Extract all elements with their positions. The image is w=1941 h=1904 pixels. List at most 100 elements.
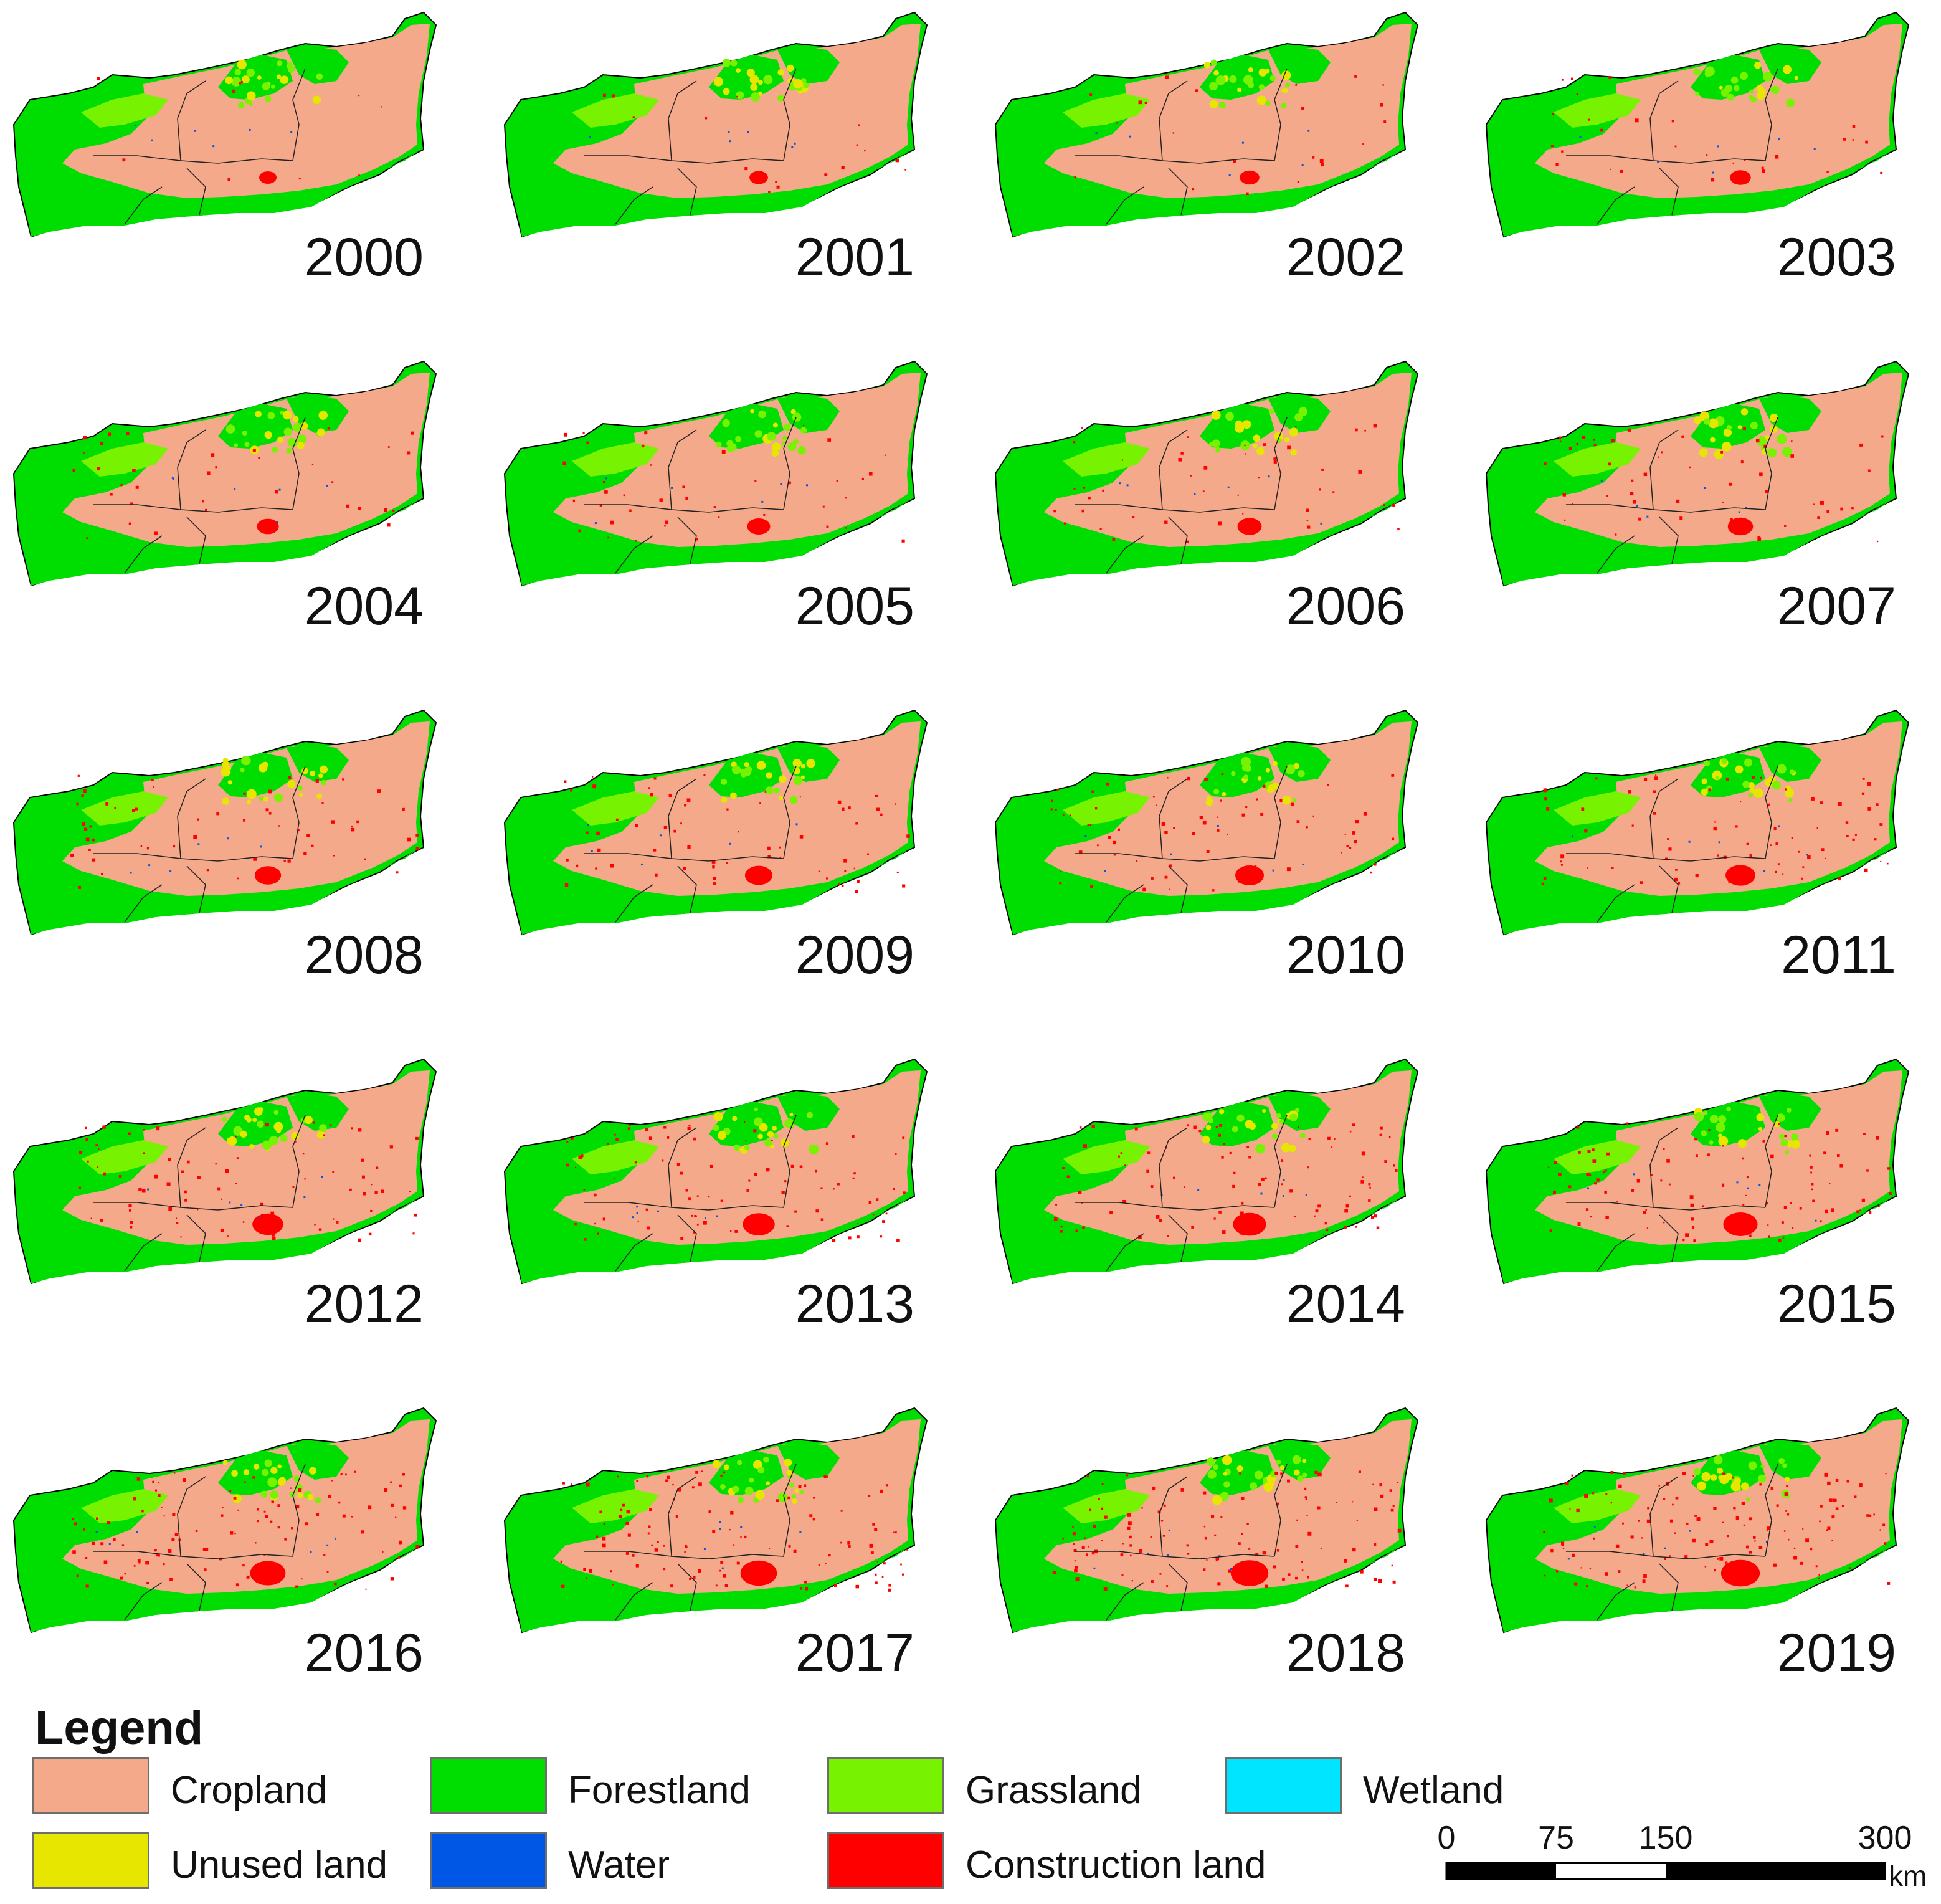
unused-land-patches	[1205, 756, 1305, 806]
water-patches	[703, 1521, 802, 1569]
grassland-region	[1063, 442, 1150, 477]
water-patches	[147, 1176, 323, 1218]
forestland-south	[25, 1196, 420, 1283]
year-label: 2016	[304, 1623, 424, 1683]
forestland-west	[997, 452, 1075, 511]
forestland-north	[218, 1442, 349, 1495]
forestland-south	[1497, 1545, 1893, 1632]
forestland-south	[516, 498, 911, 586]
forestland-south	[516, 847, 911, 935]
map-panel-2011: 2011	[1473, 698, 1941, 1040]
year-label: 2000	[304, 227, 424, 287]
scale-tick-150: 150	[1638, 1820, 1693, 1856]
forestland-south	[516, 150, 911, 237]
grassland-region	[572, 1489, 659, 1523]
year-label: 2015	[1777, 1274, 1896, 1334]
year-label: 2006	[1286, 576, 1405, 636]
legend-label: Wetland	[1363, 1769, 1504, 1812]
grassland-region	[1554, 442, 1641, 477]
forestland-south	[1007, 150, 1402, 237]
land-use-map-2016	[12, 1407, 437, 1634]
legend-swatch	[32, 1757, 149, 1814]
construction-land-patches	[1543, 1470, 1891, 1589]
unused-land-patches	[1701, 758, 1796, 803]
forestland-west	[506, 801, 584, 860]
year-label: 2018	[1286, 1623, 1405, 1683]
legend-item-wetland: Wetland	[1225, 1757, 1611, 1819]
forestland-south	[1497, 1196, 1893, 1283]
year-label: 2001	[795, 227, 914, 287]
land-use-map-2019	[1485, 1407, 1910, 1634]
land-use-map-2003	[1485, 11, 1910, 238]
county-borders	[584, 766, 797, 923]
map-panel-2006: 2006	[982, 349, 1468, 692]
forestland-west	[16, 801, 93, 860]
forestland-south	[25, 1545, 420, 1632]
map-panel-2005: 2005	[491, 349, 977, 692]
unused-land-patches	[1202, 1108, 1306, 1154]
grassland-region	[1063, 93, 1150, 128]
grassland-region	[81, 1140, 168, 1174]
year-label: 2002	[1286, 227, 1405, 287]
forestland-south	[25, 498, 420, 586]
county-borders	[1566, 68, 1778, 225]
unused-land-patches	[1693, 62, 1799, 108]
grassland-region	[1554, 1140, 1641, 1174]
forestland-north	[218, 47, 349, 100]
construction-land-patches	[1547, 1122, 1892, 1242]
map-panel-2012: 2012	[0, 1047, 486, 1389]
forestland-north	[1200, 745, 1331, 797]
forestland-west	[997, 103, 1075, 162]
construction-land-patches	[602, 93, 907, 193]
county-borders	[1075, 1464, 1288, 1621]
map-panel-2019: 2019	[1473, 1396, 1941, 1738]
forestland-west	[1488, 103, 1566, 162]
forestland-west	[997, 801, 1075, 860]
construction-land-patches	[1053, 424, 1400, 543]
legend-item-grassland: Grassland	[827, 1757, 1213, 1819]
land-use-map-2013	[503, 1058, 928, 1285]
map-panel-2017: 2017	[491, 1396, 977, 1738]
legend-label: Grassland	[966, 1769, 1142, 1812]
year-label: 2019	[1777, 1623, 1896, 1683]
map-panel-2014: 2014	[982, 1047, 1468, 1389]
forestland-north	[218, 1093, 349, 1146]
legend-swatch	[827, 1832, 944, 1889]
land-use-map-2002	[994, 11, 1419, 238]
water-patches	[1579, 136, 1816, 174]
county-borders	[1075, 766, 1288, 923]
grassland-region	[81, 1489, 168, 1523]
county-borders	[1566, 417, 1778, 574]
legend-swatch	[32, 1832, 149, 1889]
water-patches	[1567, 1525, 1768, 1560]
construction-land-patches	[1074, 75, 1387, 196]
forestland-south	[1007, 1545, 1402, 1632]
county-borders	[584, 1464, 797, 1621]
legend-label: Water	[568, 1844, 670, 1887]
map-panel-2007: 2007	[1473, 349, 1941, 692]
forestland-north	[709, 1093, 840, 1146]
water-patches	[171, 477, 328, 523]
county-borders	[1566, 766, 1778, 923]
construction-land-patches	[1541, 774, 1889, 886]
forestland-west	[1488, 801, 1566, 860]
construction-land-patches	[70, 774, 419, 889]
construction-land-patches	[72, 1470, 420, 1590]
county-borders	[93, 766, 306, 923]
land-use-map-2017	[503, 1407, 928, 1634]
construction-land-patches	[1053, 1123, 1398, 1239]
year-label: 2013	[795, 1274, 914, 1334]
legend-item-cropland: Cropland	[32, 1757, 419, 1819]
forestland-west	[1488, 1498, 1566, 1558]
water-patches	[1093, 1529, 1232, 1570]
county-borders	[1075, 68, 1288, 225]
land-use-map-2006	[994, 360, 1419, 587]
grassland-region	[81, 442, 168, 477]
forestland-south	[1007, 498, 1402, 586]
land-use-map-2008	[12, 709, 437, 936]
water-patches	[130, 837, 262, 874]
forestland-south	[1007, 1196, 1402, 1283]
construction-land-patches	[566, 1121, 906, 1243]
map-panel-2008: 2008	[0, 698, 486, 1040]
unused-land-patches	[716, 409, 807, 457]
